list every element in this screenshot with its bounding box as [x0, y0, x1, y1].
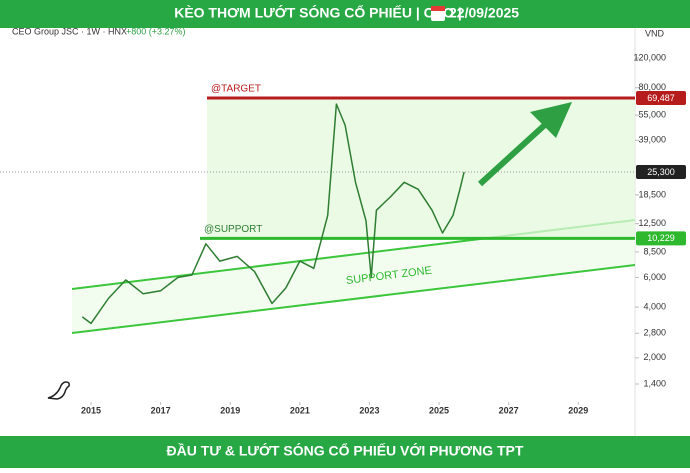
support-box	[636, 231, 686, 246]
x-tick-label: 2023	[359, 405, 379, 415]
target-zone	[207, 98, 635, 239]
y-tick-label: 120,000	[633, 52, 666, 62]
header-bar	[0, 0, 690, 28]
header-date: 22/09/2025	[449, 5, 519, 21]
currency: VND	[645, 28, 665, 38]
y-tick-label: 18,500	[638, 189, 666, 199]
y-tick-label: 4,000	[643, 301, 666, 311]
y-tick-label: 12,500	[638, 218, 666, 228]
trend-arrow	[477, 102, 572, 187]
last-price-value: 25,300	[647, 167, 675, 177]
y-tick-label: 80,000	[638, 82, 666, 92]
channel-lower	[71, 264, 636, 334]
x-tick-label: 2021	[290, 405, 310, 415]
calendar-icon	[431, 6, 445, 21]
price-line	[81, 103, 465, 325]
y-tick-label: 8,500	[643, 246, 666, 256]
y-tick-label: 1,400	[643, 378, 666, 388]
target-label: @TARGET	[211, 84, 261, 95]
last-price-box	[636, 165, 686, 180]
y-tick-label: 6,000	[643, 272, 666, 282]
y-tick-label: 55,000	[638, 110, 666, 120]
change: +800 (+3.27%)	[126, 26, 186, 36]
x-tick-label: 2019	[220, 405, 240, 415]
symbol: CEO Group JSC · 1W · HNX	[12, 26, 127, 36]
x-tick-label: 2015	[81, 405, 101, 415]
footer-bar	[0, 436, 690, 468]
target-box	[636, 91, 686, 106]
x-tick-label: 2027	[499, 405, 519, 415]
y-tick-label: 2,800	[643, 328, 666, 338]
support-value: 10,229	[647, 233, 675, 243]
channel-fill	[72, 220, 635, 333]
header-title: KÈO THƠM LƯỚT SÓNG CỔ PHIẾU | CEO |	[174, 4, 462, 21]
target-value: 69,487	[647, 93, 675, 103]
x-tick-label: 2029	[568, 405, 588, 415]
logo	[47, 381, 70, 400]
support-label: @SUPPORT	[204, 224, 262, 235]
x-tick-label: 2017	[151, 405, 171, 415]
x-tick-label: 2025	[429, 405, 449, 415]
y-tick-label: 2,000	[643, 352, 666, 362]
y-tick-label: 39,000	[638, 135, 666, 145]
footer-text: ĐẦU TƯ & LƯỚT SÓNG CỔ PHIẾU VỚI PHƯƠNG T…	[167, 442, 524, 459]
